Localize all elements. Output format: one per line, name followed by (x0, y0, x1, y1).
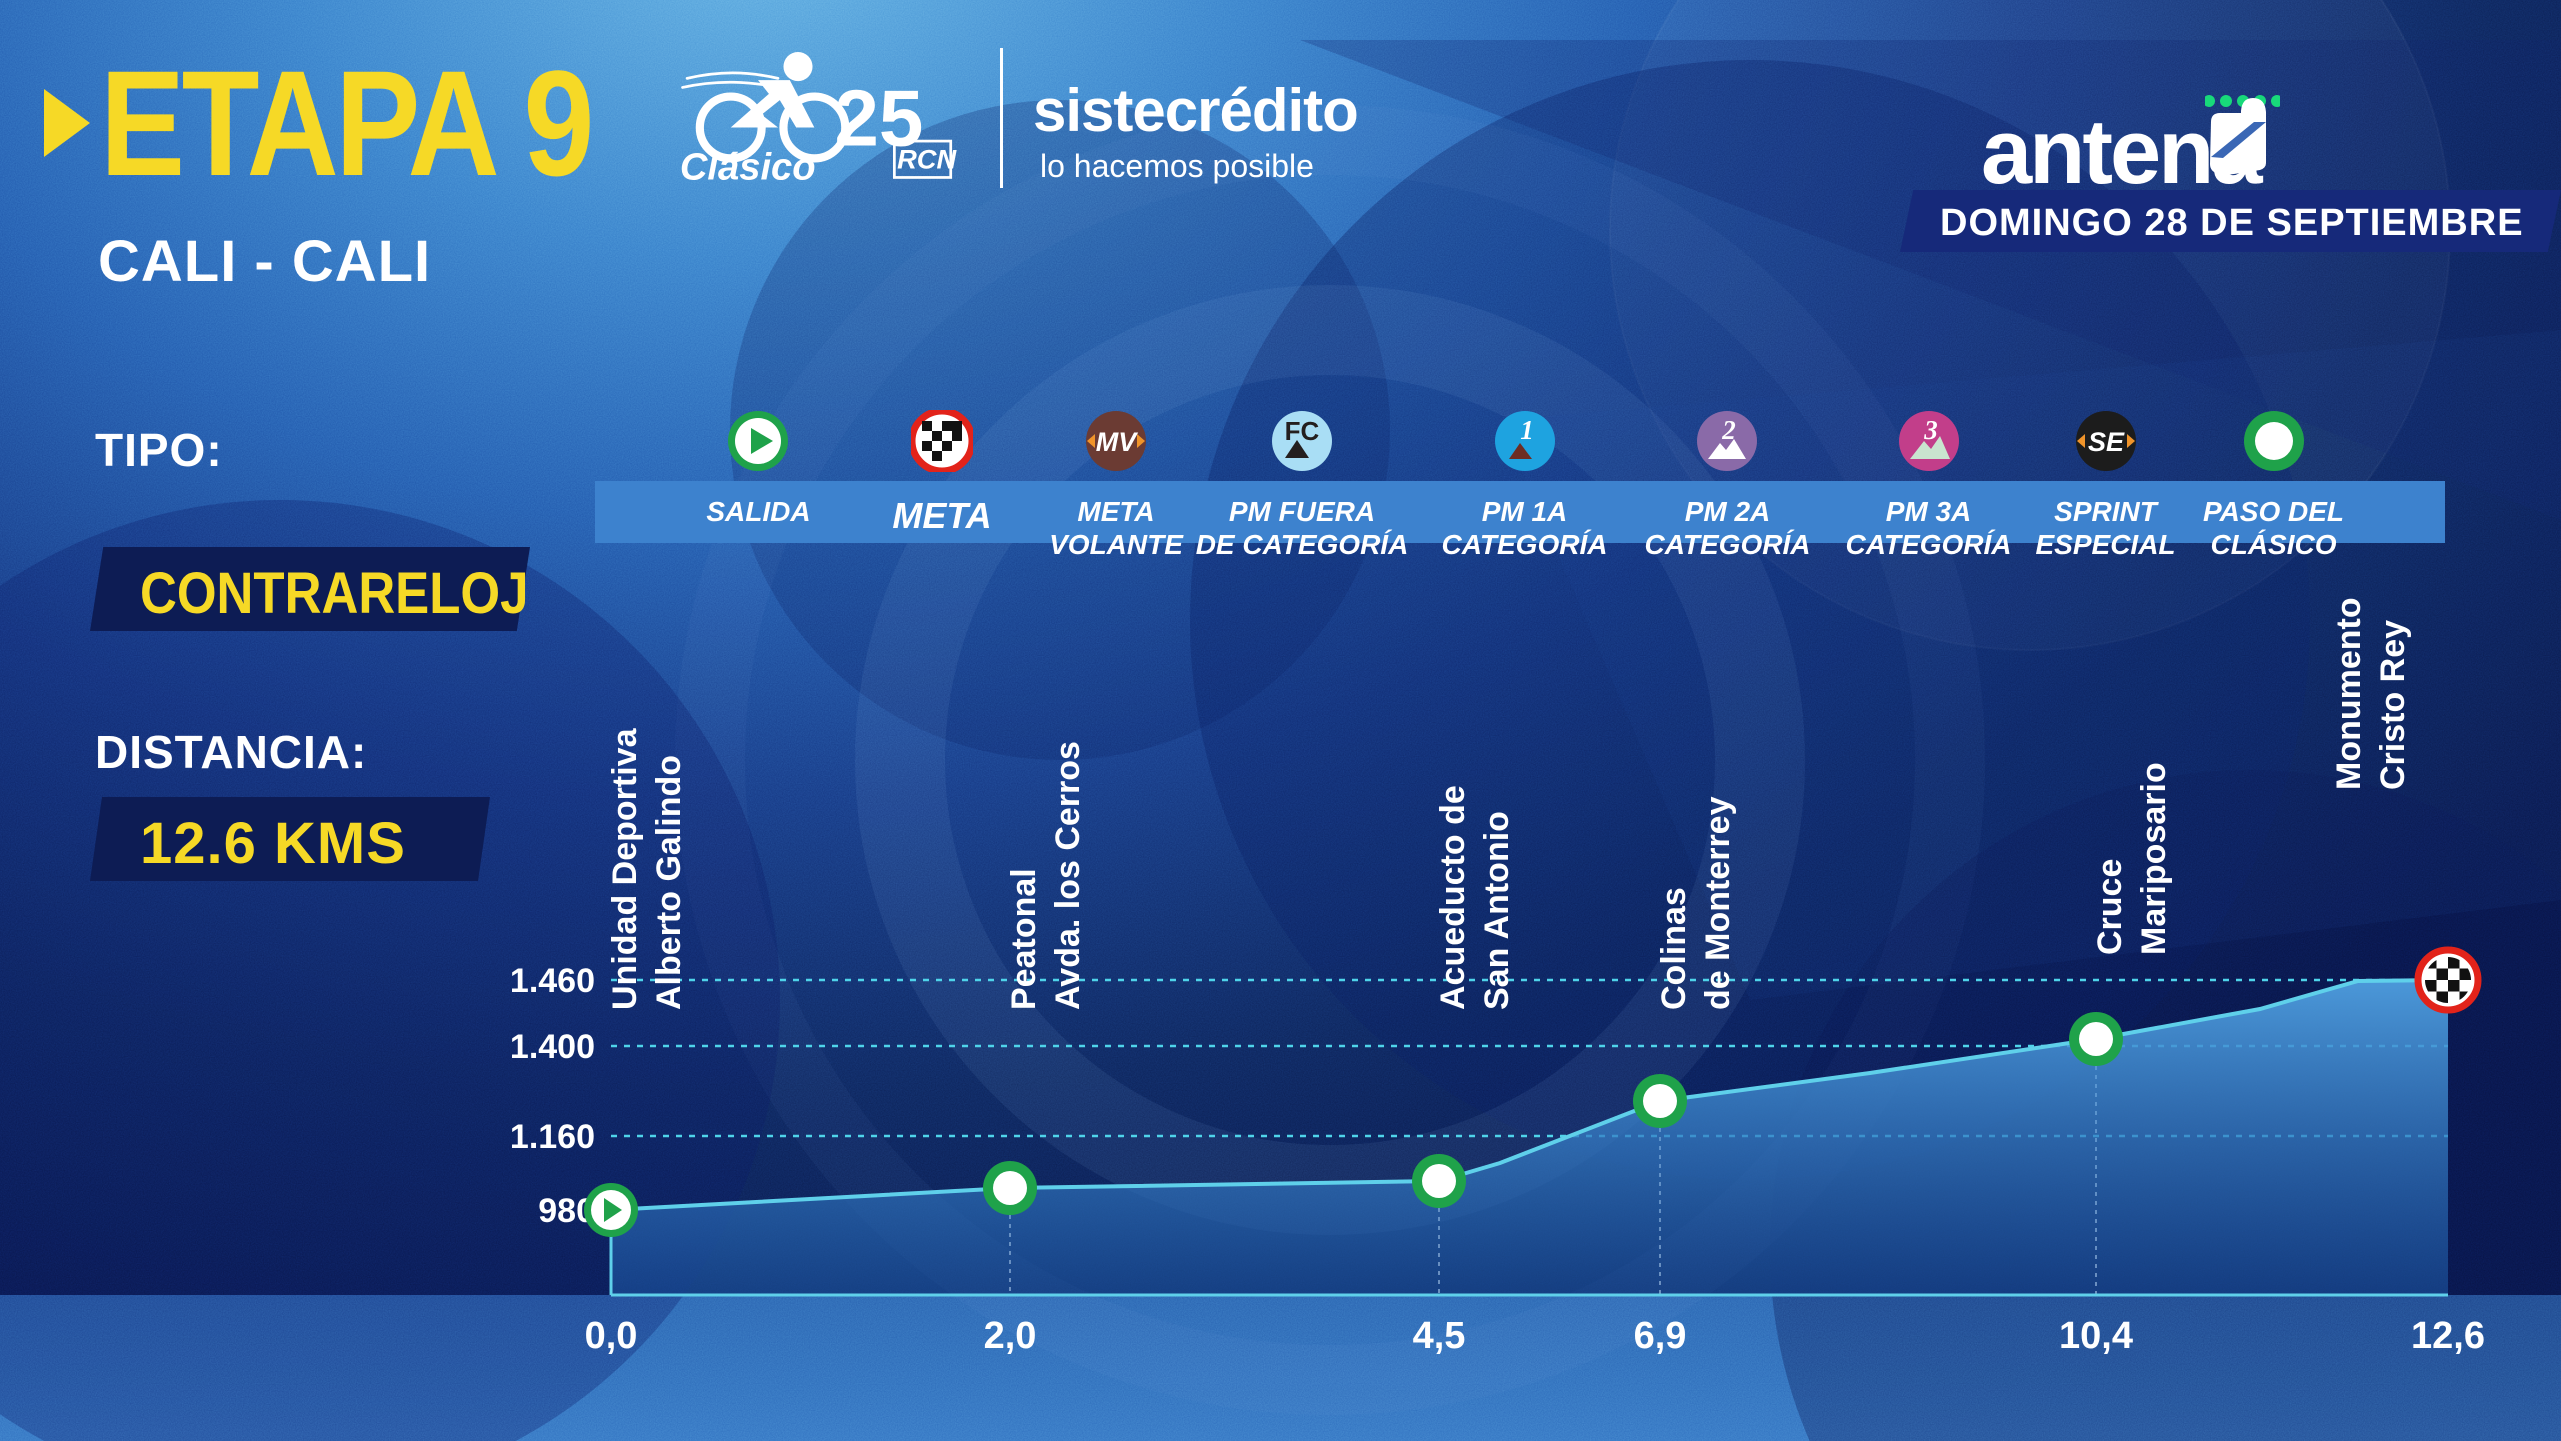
svg-text:Cristo Rey: Cristo Rey (2374, 620, 2412, 790)
svg-text:0,0: 0,0 (585, 1315, 638, 1357)
svg-text:10,4: 10,4 (2059, 1315, 2133, 1357)
svg-text:Cruce: Cruce (2091, 859, 2129, 955)
svg-text:12,6: 12,6 (2411, 1315, 2485, 1357)
svg-text:Acueducto de: Acueducto de (1434, 785, 1472, 1010)
svg-text:Unidad Deportiva: Unidad Deportiva (606, 727, 644, 1010)
svg-text:Peatonal: Peatonal (1005, 868, 1043, 1010)
svg-text:6,9: 6,9 (1634, 1315, 1687, 1357)
svg-text:Avda. los Cerros: Avda. los Cerros (1049, 741, 1087, 1010)
svg-text:1.400: 1.400 (510, 1028, 595, 1066)
svg-text:San Antonio: San Antonio (1478, 811, 1516, 1010)
svg-text:1.460: 1.460 (510, 962, 595, 1000)
svg-text:Mariposario: Mariposario (2135, 762, 2173, 955)
svg-text:4,5: 4,5 (1413, 1315, 1466, 1357)
svg-text:Colinas: Colinas (1655, 887, 1693, 1010)
svg-text:1.160: 1.160 (510, 1118, 595, 1156)
svg-text:Alberto Galindo: Alberto Galindo (650, 755, 688, 1010)
svg-text:2,0: 2,0 (984, 1315, 1037, 1357)
svg-text:Monumento: Monumento (2330, 597, 2368, 790)
svg-text:de Monterrey: de Monterrey (1699, 796, 1737, 1010)
